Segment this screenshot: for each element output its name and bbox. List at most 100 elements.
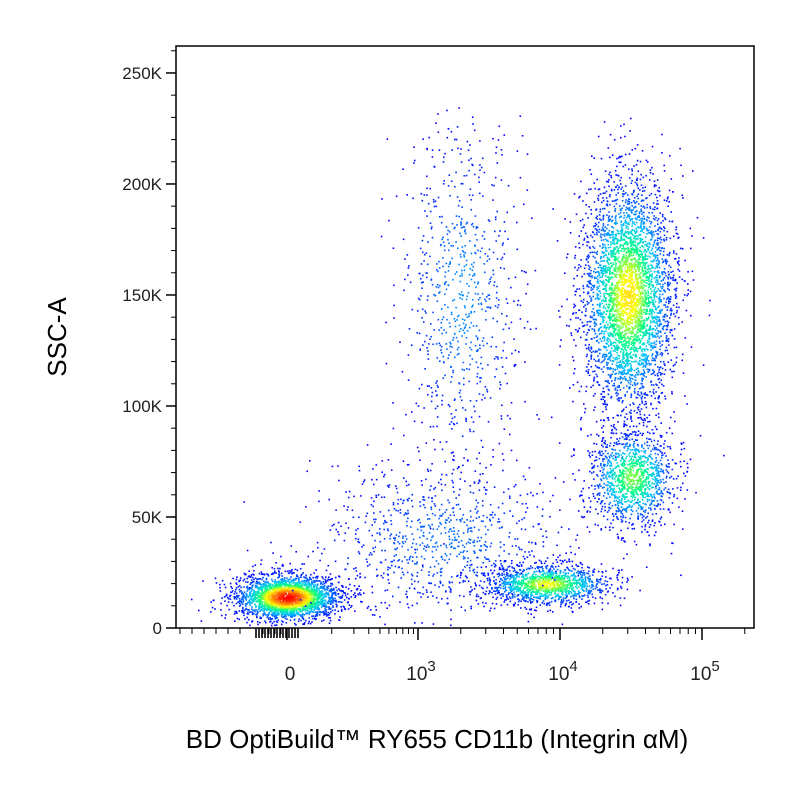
- event-point: [327, 593, 329, 596]
- event-point: [286, 603, 289, 605]
- event-point: [581, 566, 583, 569]
- event-point: [598, 352, 601, 355]
- event-point: [282, 580, 284, 583]
- event-point: [572, 567, 575, 570]
- event-point: [223, 596, 226, 598]
- event-point: [275, 584, 277, 587]
- event-point: [294, 614, 297, 616]
- event-point: [302, 606, 305, 608]
- event-point: [342, 586, 344, 588]
- event-point: [272, 591, 275, 593]
- event-point: [263, 596, 265, 599]
- event-point: [298, 578, 300, 580]
- event-point: [272, 552, 274, 554]
- event-point: [593, 571, 595, 573]
- event-point: [638, 313, 641, 316]
- event-point: [604, 347, 606, 349]
- event-point: [236, 592, 238, 595]
- event-point: [287, 608, 290, 610]
- event-point: [621, 410, 623, 413]
- event-point: [528, 589, 531, 591]
- event-point: [603, 353, 605, 356]
- event-point: [650, 321, 652, 324]
- event-point: [564, 575, 566, 577]
- event-point: [598, 588, 601, 591]
- event-point: [520, 584, 522, 586]
- event-point: [552, 566, 554, 568]
- event-point: [522, 579, 525, 581]
- event-point: [320, 595, 323, 598]
- event-point: [654, 374, 656, 377]
- event-point: [311, 580, 313, 583]
- event-point: [270, 609, 272, 612]
- event-point: [608, 345, 610, 348]
- event-point: [487, 579, 489, 582]
- event-point: [646, 272, 649, 274]
- event-point: [232, 577, 234, 580]
- event-point: [585, 385, 588, 388]
- event-point: [591, 574, 594, 576]
- event-point: [291, 603, 294, 605]
- event-point: [550, 587, 552, 590]
- event-point: [277, 570, 280, 572]
- event-point: [506, 597, 508, 599]
- event-point: [504, 599, 506, 601]
- event-point: [284, 570, 287, 573]
- event-point: [652, 202, 655, 204]
- event-point: [499, 594, 501, 596]
- event-point: [652, 328, 655, 330]
- event-point: [605, 279, 607, 281]
- event-point: [273, 570, 276, 573]
- event-point: [580, 605, 582, 608]
- event-point: [623, 295, 625, 297]
- event-point: [565, 596, 568, 599]
- event-point: [254, 597, 257, 600]
- event-point: [281, 620, 283, 622]
- event-point: [252, 600, 254, 603]
- event-point: [558, 597, 560, 600]
- event-point: [546, 564, 549, 567]
- event-point: [591, 585, 594, 588]
- event-point: [504, 582, 507, 584]
- event-point: [305, 586, 308, 589]
- event-point: [539, 580, 541, 582]
- event-point: [280, 581, 282, 584]
- event-point: [531, 574, 534, 577]
- event-point: [274, 602, 276, 605]
- event-point: [657, 397, 660, 400]
- event-point: [546, 578, 548, 581]
- event-point: [567, 567, 569, 570]
- event-point: [331, 582, 333, 585]
- event-point: [303, 580, 305, 583]
- event-point: [595, 252, 597, 254]
- event-point: [560, 599, 563, 602]
- event-point: [629, 355, 632, 357]
- event-point: [332, 606, 334, 608]
- event-point: [273, 588, 276, 591]
- event-point: [585, 582, 587, 585]
- event-point: [639, 263, 641, 266]
- event-point: [531, 598, 533, 600]
- event-point: [295, 593, 298, 595]
- event-point: [603, 233, 606, 235]
- event-point: [642, 286, 645, 289]
- event-point: [527, 593, 530, 596]
- event-point: [301, 573, 303, 576]
- event-point: [300, 590, 303, 593]
- event-point: [625, 332, 628, 335]
- event-point: [538, 576, 541, 578]
- event-point: [475, 595, 478, 598]
- event-point: [576, 565, 579, 567]
- event-point: [260, 559, 263, 561]
- event-point: [277, 619, 280, 621]
- event-point: [489, 579, 492, 582]
- event-point: [618, 355, 621, 357]
- event-point: [572, 590, 575, 592]
- event-point: [331, 609, 334, 612]
- event-point: [614, 595, 616, 598]
- event-point: [273, 598, 275, 601]
- event-point: [264, 612, 266, 614]
- event-point: [316, 593, 318, 596]
- event-point: [302, 604, 304, 606]
- event-point: [674, 279, 677, 282]
